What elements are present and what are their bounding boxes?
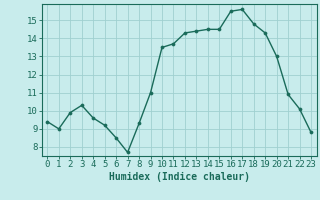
X-axis label: Humidex (Indice chaleur): Humidex (Indice chaleur)	[109, 172, 250, 182]
